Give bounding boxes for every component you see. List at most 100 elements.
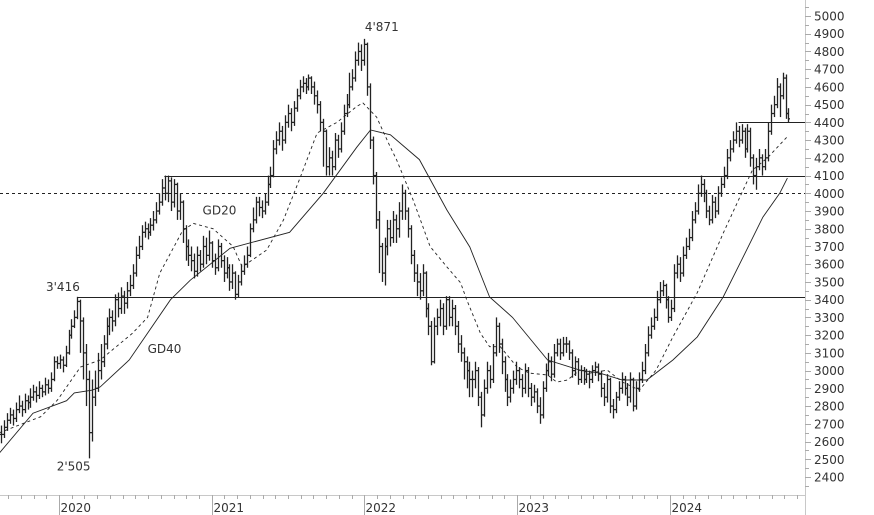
ohlc-bar — [506, 374, 509, 407]
ohlc-bar — [624, 375, 627, 396]
y-tick-label: 4000 — [814, 187, 845, 201]
ohlc-bar — [480, 391, 483, 428]
ohlc-bar — [565, 336, 568, 353]
ohlc-bar — [632, 377, 635, 412]
annotation-label: 2'505 — [57, 459, 91, 473]
ohlc-bar — [542, 381, 545, 419]
ohlc-bar — [776, 78, 779, 109]
ohlc-bar — [38, 381, 41, 399]
ohlc-bar — [249, 223, 252, 258]
ohlc-bar — [667, 296, 670, 323]
ohlc-bar — [553, 344, 556, 378]
ohlc-bar — [205, 237, 208, 265]
ohlc-bar — [120, 287, 123, 314]
ohlc-bar — [182, 200, 185, 243]
ohlc-bar — [521, 374, 524, 398]
ohlc-bar — [62, 356, 65, 373]
ohlc-bar — [296, 88, 299, 112]
ohlc-bar — [486, 361, 489, 394]
ohlc-bar — [196, 246, 199, 277]
y-tick-label: 3100 — [814, 346, 845, 360]
ohlc-bar — [583, 367, 586, 385]
ohlc-bar — [384, 237, 387, 286]
ohlc-bar — [334, 133, 337, 171]
y-tick-label: 3500 — [814, 275, 845, 289]
ohlc-bar — [767, 122, 770, 162]
ohlc-bar — [24, 393, 27, 414]
ohlc-bar — [638, 372, 641, 392]
ohlc-bar — [252, 207, 255, 233]
ohlc-bar — [231, 264, 234, 290]
ohlc-bar — [325, 129, 328, 176]
ohlc-bar — [348, 72, 351, 109]
annotation-label: 4'871 — [365, 20, 399, 34]
ohlc-bar — [659, 281, 662, 304]
y-tick-label: 4500 — [814, 98, 845, 112]
ohlc-bar — [711, 195, 714, 224]
y-tick-label: 2800 — [814, 400, 845, 414]
ohlc-bar — [21, 400, 24, 417]
ohlc-bar — [179, 193, 182, 220]
ohlc-bar — [176, 182, 179, 220]
ohlc-bar — [310, 76, 313, 95]
ohlc-bar — [530, 383, 533, 407]
ohlc-bar — [267, 175, 270, 206]
ohlc-bar — [416, 264, 419, 297]
ohlc-bar — [141, 225, 144, 251]
ohlc-bar — [240, 264, 243, 286]
ohlc-bar — [509, 379, 512, 403]
ohlc-bar — [363, 38, 366, 66]
moving-averages — [0, 102, 788, 453]
ohlc-bar — [41, 384, 44, 398]
ohlc-bar — [489, 365, 492, 389]
ohlc-bar — [287, 104, 290, 128]
ohlc-bar — [404, 189, 407, 220]
ohlc-bar — [697, 184, 700, 215]
ohlc-bar — [284, 115, 287, 144]
ohlc-bar — [199, 250, 202, 272]
ohlc-bar — [720, 177, 723, 197]
ohlc-bar — [337, 134, 340, 158]
ohlc-bar — [741, 124, 744, 144]
ohlc-bar — [50, 372, 53, 392]
ohlc-bar — [18, 395, 21, 414]
ohlc-bar — [457, 320, 460, 353]
ohlc-bar — [29, 388, 32, 408]
ohlc-bar — [147, 223, 150, 240]
ohlc-bar — [615, 391, 618, 414]
ohlc-bar — [234, 271, 237, 300]
annotation-label: 3'416 — [46, 280, 80, 294]
ohlc-bar — [785, 74, 788, 119]
annotation-label: GD40 — [148, 342, 182, 356]
ohlc-bar — [644, 344, 647, 375]
ohlc-bar — [650, 317, 653, 339]
ohlc-bar — [316, 90, 319, 114]
ohlc-bar — [679, 257, 682, 282]
ohlc-bar — [223, 255, 226, 282]
ohlc-bar — [673, 264, 676, 313]
ohlc-bar — [255, 196, 258, 224]
ohlc-bar — [495, 317, 498, 357]
ohlc-bar — [708, 205, 711, 226]
y-tick-label: 4700 — [814, 63, 845, 77]
ohlc-bar — [117, 292, 120, 318]
ohlc-bar — [787, 108, 790, 123]
ohlc-bar — [214, 253, 217, 275]
ohlc-bar — [477, 367, 480, 407]
ohlc-bar — [662, 280, 665, 297]
ohlc-bar — [515, 361, 518, 385]
y-tick-label: 3300 — [814, 311, 845, 325]
y-tick-label: 2400 — [814, 470, 845, 484]
ohlc-bar — [629, 372, 632, 403]
ohlc-bar — [193, 253, 196, 279]
ohlc-bar — [723, 166, 726, 188]
ohlc-bar — [322, 118, 325, 167]
ohlc-bar — [577, 358, 580, 385]
ohlc-bar — [501, 338, 504, 375]
y-tick-label: 3000 — [814, 364, 845, 378]
ohlc-bar — [726, 148, 729, 180]
ohlc-bar — [688, 228, 691, 251]
y-tick-label: 3700 — [814, 240, 845, 254]
ohlc-bar — [313, 81, 316, 105]
ohlc-bar — [691, 211, 694, 242]
